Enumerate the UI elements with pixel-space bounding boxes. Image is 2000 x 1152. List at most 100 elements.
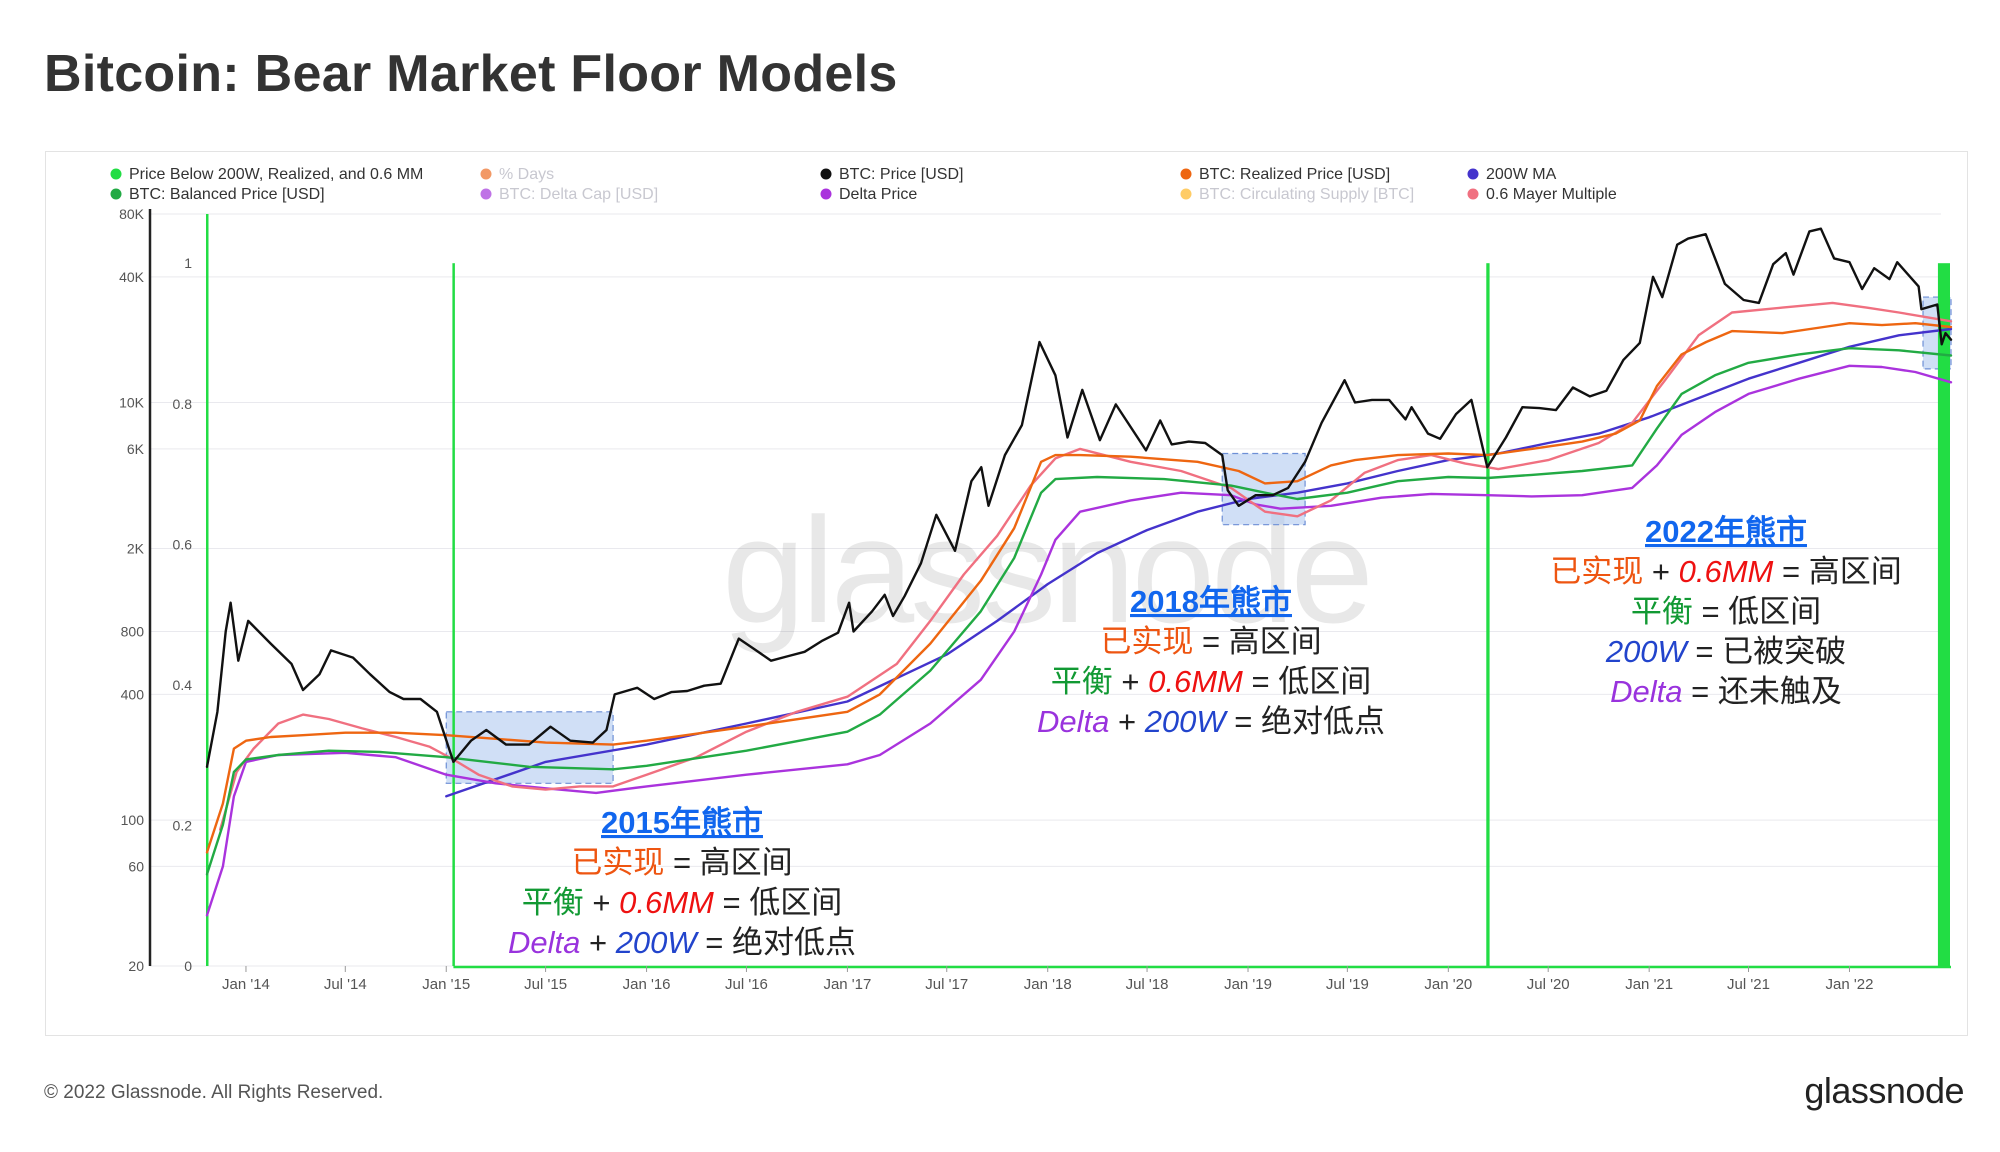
- annotation-segment: Delta: [1037, 704, 1109, 739]
- legend-label: BTC: Delta Cap [USD]: [499, 186, 658, 203]
- x-tick-label: Jul '17: [925, 976, 968, 993]
- annotation-line: 平衡 + 0.6MM = 低区间: [522, 885, 842, 920]
- signal-bars: [206, 214, 1951, 969]
- annotation-line: 已实现 = 高区间: [571, 845, 792, 880]
- legend-label: BTC: Price [USD]: [839, 166, 963, 183]
- x-tick-label: Jul '14: [324, 976, 367, 993]
- x-tick-label: Jan '20: [1424, 976, 1472, 993]
- x-tick-label: Jul '15: [524, 976, 567, 993]
- x-tick-label: Jul '18: [1126, 976, 1169, 993]
- legend: Price Below 200W, Realized, and 0.6 MM % …: [110, 166, 1617, 203]
- annotation-segment: = 高区间: [664, 845, 792, 880]
- y-tick-label-right: 0.4: [173, 677, 193, 693]
- annotation-header: 2015年熊市: [601, 805, 763, 840]
- legend-item-btc-realized-price-usd: BTC: Realized Price [USD]: [1180, 166, 1390, 183]
- highlight-zone-2: [1221, 452, 1306, 526]
- series-lines: [205, 227, 1953, 917]
- y-tick-label-left: 800: [121, 624, 145, 640]
- y-tick-label-right: 0.6: [173, 536, 193, 552]
- series-btc-price-usd: [205, 227, 1953, 768]
- annotation-segment: Delta: [1610, 674, 1682, 709]
- legend-label: Price Below 200W, Realized, and 0.6 MM: [129, 166, 423, 183]
- y-tick-label-left: 100: [121, 812, 145, 828]
- x-tick-label: Jul '20: [1527, 976, 1570, 993]
- x-tick-label: Jul '21: [1727, 976, 1770, 993]
- annotation-segment: +: [1109, 704, 1144, 739]
- legend-item-delta-price: Delta Price: [820, 186, 917, 203]
- chart-svg: Price Below 200W, Realized, and 0.6 MM % …: [110, 166, 1953, 993]
- y-tick-label-left: 20: [128, 958, 144, 974]
- y-tick-label-right: 0.2: [173, 817, 193, 833]
- annotation-segment: = 已被突破: [1687, 634, 1846, 669]
- annotation-segment: 已实现: [1550, 554, 1643, 589]
- annotation-segment: = 低区间: [1693, 594, 1821, 629]
- annotation-line: Delta + 200W = 绝对低点: [1037, 704, 1385, 739]
- x-tick-label: Jul '16: [725, 976, 768, 993]
- y-tick-label-left: 10K: [119, 395, 145, 411]
- annotation-segment: 平衡: [522, 885, 584, 920]
- annotation-line: 已实现 + 0.6MM = 高区间: [1550, 554, 1901, 589]
- annotation-segment: = 低区间: [1243, 664, 1371, 699]
- annotation-segment: +: [584, 885, 619, 920]
- x-tick-label: Jan '14: [222, 976, 270, 993]
- legend-dot: [820, 168, 832, 180]
- page-title: Bitcoin: Bear Market Floor Models: [44, 45, 898, 103]
- chart-panel: Price Below 200W, Realized, and 0.6 MM % …: [45, 151, 1968, 1036]
- x-tick-label: Jan '22: [1826, 976, 1874, 993]
- legend-label: 200W MA: [1486, 166, 1557, 183]
- y-tick-label-left: 400: [121, 686, 145, 702]
- x-tick-label: Jan '21: [1625, 976, 1673, 993]
- annotation-segment: = 高区间: [1773, 554, 1901, 589]
- signal-bar-2: [452, 263, 455, 966]
- y-tick-label-left: 60: [128, 858, 144, 874]
- x-tick-label: Jan '19: [1224, 976, 1272, 993]
- legend-item-200w-ma: 200W MA: [1467, 166, 1557, 183]
- legend-item-btc-circulating-supply-btc: BTC: Circulating Supply [BTC]: [1180, 186, 1414, 203]
- legend-label: BTC: Balanced Price [USD]: [129, 186, 325, 203]
- signal-bar-3: [1486, 263, 1490, 966]
- y-tick-label-left: 2K: [127, 540, 145, 556]
- legend-dot: [1467, 188, 1479, 200]
- annotation-line: Delta + 200W = 绝对低点: [508, 925, 856, 960]
- y-tick-label-right: 0.8: [173, 396, 193, 412]
- annotation-segment: 0.6MM: [619, 885, 714, 920]
- x-tick-label: Jan '15: [422, 976, 470, 993]
- legend-item-btc-delta-cap-usd: BTC: Delta Cap [USD]: [480, 186, 658, 203]
- annotation-segment: 已实现: [571, 845, 664, 880]
- annotation-segment: = 绝对低点: [697, 925, 856, 960]
- legend-label: % Days: [499, 166, 554, 183]
- annotation-line: 平衡 = 低区间: [1631, 594, 1821, 629]
- legend-item-price-below-200w-realized-and-0-6-mm: Price Below 200W, Realized, and 0.6 MM: [110, 166, 423, 183]
- signal-bar-1: [206, 214, 209, 966]
- legend-item-btc-price-usd: BTC: Price [USD]: [820, 166, 963, 183]
- annotation-segment: +: [1113, 664, 1148, 699]
- legend-item-0-6-mayer-multiple: 0.6 Mayer Multiple: [1467, 186, 1617, 203]
- series-btc-balanced-price-usd: [205, 347, 1953, 876]
- x-tick-label: Jul '19: [1326, 976, 1369, 993]
- annotation-segment: 200W: [1144, 704, 1229, 739]
- legend-dot: [1467, 168, 1479, 180]
- annotation-segment: = 绝对低点: [1226, 704, 1385, 739]
- annotation-segment: +: [580, 925, 615, 960]
- legend-dot: [1180, 168, 1192, 180]
- annotation-header: 2022年熊市: [1645, 514, 1807, 549]
- y-tick-label-left: 80K: [119, 206, 145, 222]
- annotation-segment: 0.6MM: [1679, 554, 1774, 589]
- legend-item-btc-balanced-price-usd: BTC: Balanced Price [USD]: [110, 186, 325, 203]
- highlight-zone-1: [445, 711, 614, 784]
- x-tick-label: Jan '16: [623, 976, 671, 993]
- x-tick-label: Jan '17: [823, 976, 871, 993]
- legend-label: 0.6 Mayer Multiple: [1486, 186, 1617, 203]
- annotation-segment: = 还未触及: [1683, 674, 1842, 709]
- copyright: © 2022 Glassnode. All Rights Reserved.: [44, 1082, 384, 1103]
- signal-bar-4: [1937, 263, 1950, 966]
- series-delta-price: [205, 364, 1953, 917]
- series-btc-realized-price-usd: [205, 322, 1953, 854]
- annotation-segment: 200W: [1605, 634, 1690, 669]
- annotation-segment: = 低区间: [714, 885, 842, 920]
- legend-item-days: % Days: [480, 166, 554, 183]
- annotation-line: 已实现 = 高区间: [1100, 624, 1321, 659]
- legend-label: BTC: Circulating Supply [BTC]: [1199, 186, 1414, 203]
